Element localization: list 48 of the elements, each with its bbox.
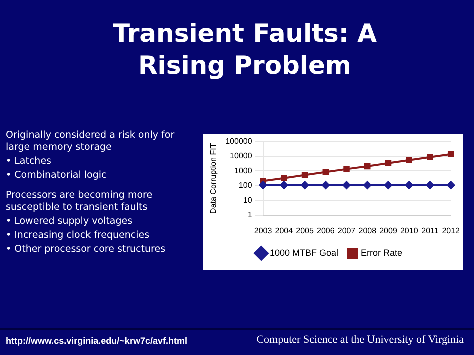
x-tick-label: 2010 — [400, 226, 419, 236]
y-tick-label: 100 — [238, 181, 253, 190]
point — [281, 175, 288, 182]
x-tick-label: 2012 — [442, 226, 461, 236]
point — [426, 181, 434, 190]
point — [259, 181, 268, 190]
x-tick-label: 2006 — [317, 226, 336, 236]
point — [405, 181, 414, 190]
x-tick-label: 2007 — [338, 226, 356, 236]
point — [447, 181, 456, 190]
point — [301, 181, 310, 190]
point — [448, 151, 454, 158]
text: • Other processor core structures — [6, 244, 167, 256]
text: • Increasing clock frequencies — [6, 230, 151, 242]
text: http://www.cs.virginia.edu/~krw7c/avf.html — [6, 336, 188, 346]
point — [385, 160, 392, 167]
chart-title: Transient Faults: A Rising Problem — [112, 18, 378, 82]
legend-label: Error Rate — [361, 248, 403, 258]
legend-label: 1000 MTBF Goal — [270, 248, 339, 258]
y-tick-label: 10 — [243, 196, 253, 205]
x-tick-label: 2008 — [358, 226, 378, 236]
text: Originally considered a risk only for large memory storage — [6, 130, 176, 154]
point — [280, 181, 288, 190]
point — [302, 172, 308, 178]
y-tick-label: 100000 — [226, 137, 253, 146]
y-tick-label: 1000 — [234, 166, 253, 176]
y-tick-label: 10000 — [230, 152, 253, 161]
point — [384, 181, 392, 190]
text: • Lowered supply voltages — [6, 216, 134, 228]
point — [364, 181, 372, 190]
point — [322, 169, 330, 176]
point — [342, 181, 351, 190]
text: • Latches — [6, 156, 53, 168]
x-tick-label: 2005 — [296, 226, 314, 236]
point — [344, 166, 350, 172]
y-tick-label: 1 — [248, 210, 253, 220]
x-tick-label: 2003 — [254, 226, 273, 236]
point — [322, 181, 330, 190]
point — [427, 154, 434, 160]
x-tick-label: 2011 — [422, 226, 440, 236]
x-tick-label: 2009 — [380, 226, 398, 236]
text: • Combinatorial logic — [6, 170, 108, 182]
text: Processors are becoming more susceptible to transient faults — [6, 190, 154, 214]
point — [406, 157, 412, 164]
point — [364, 163, 371, 170]
text: Computer Science at the University of Virginia — [256, 334, 464, 346]
x-tick-label: 2004 — [275, 226, 294, 236]
y-axis-title: Data Corruption FIT — [209, 143, 218, 214]
